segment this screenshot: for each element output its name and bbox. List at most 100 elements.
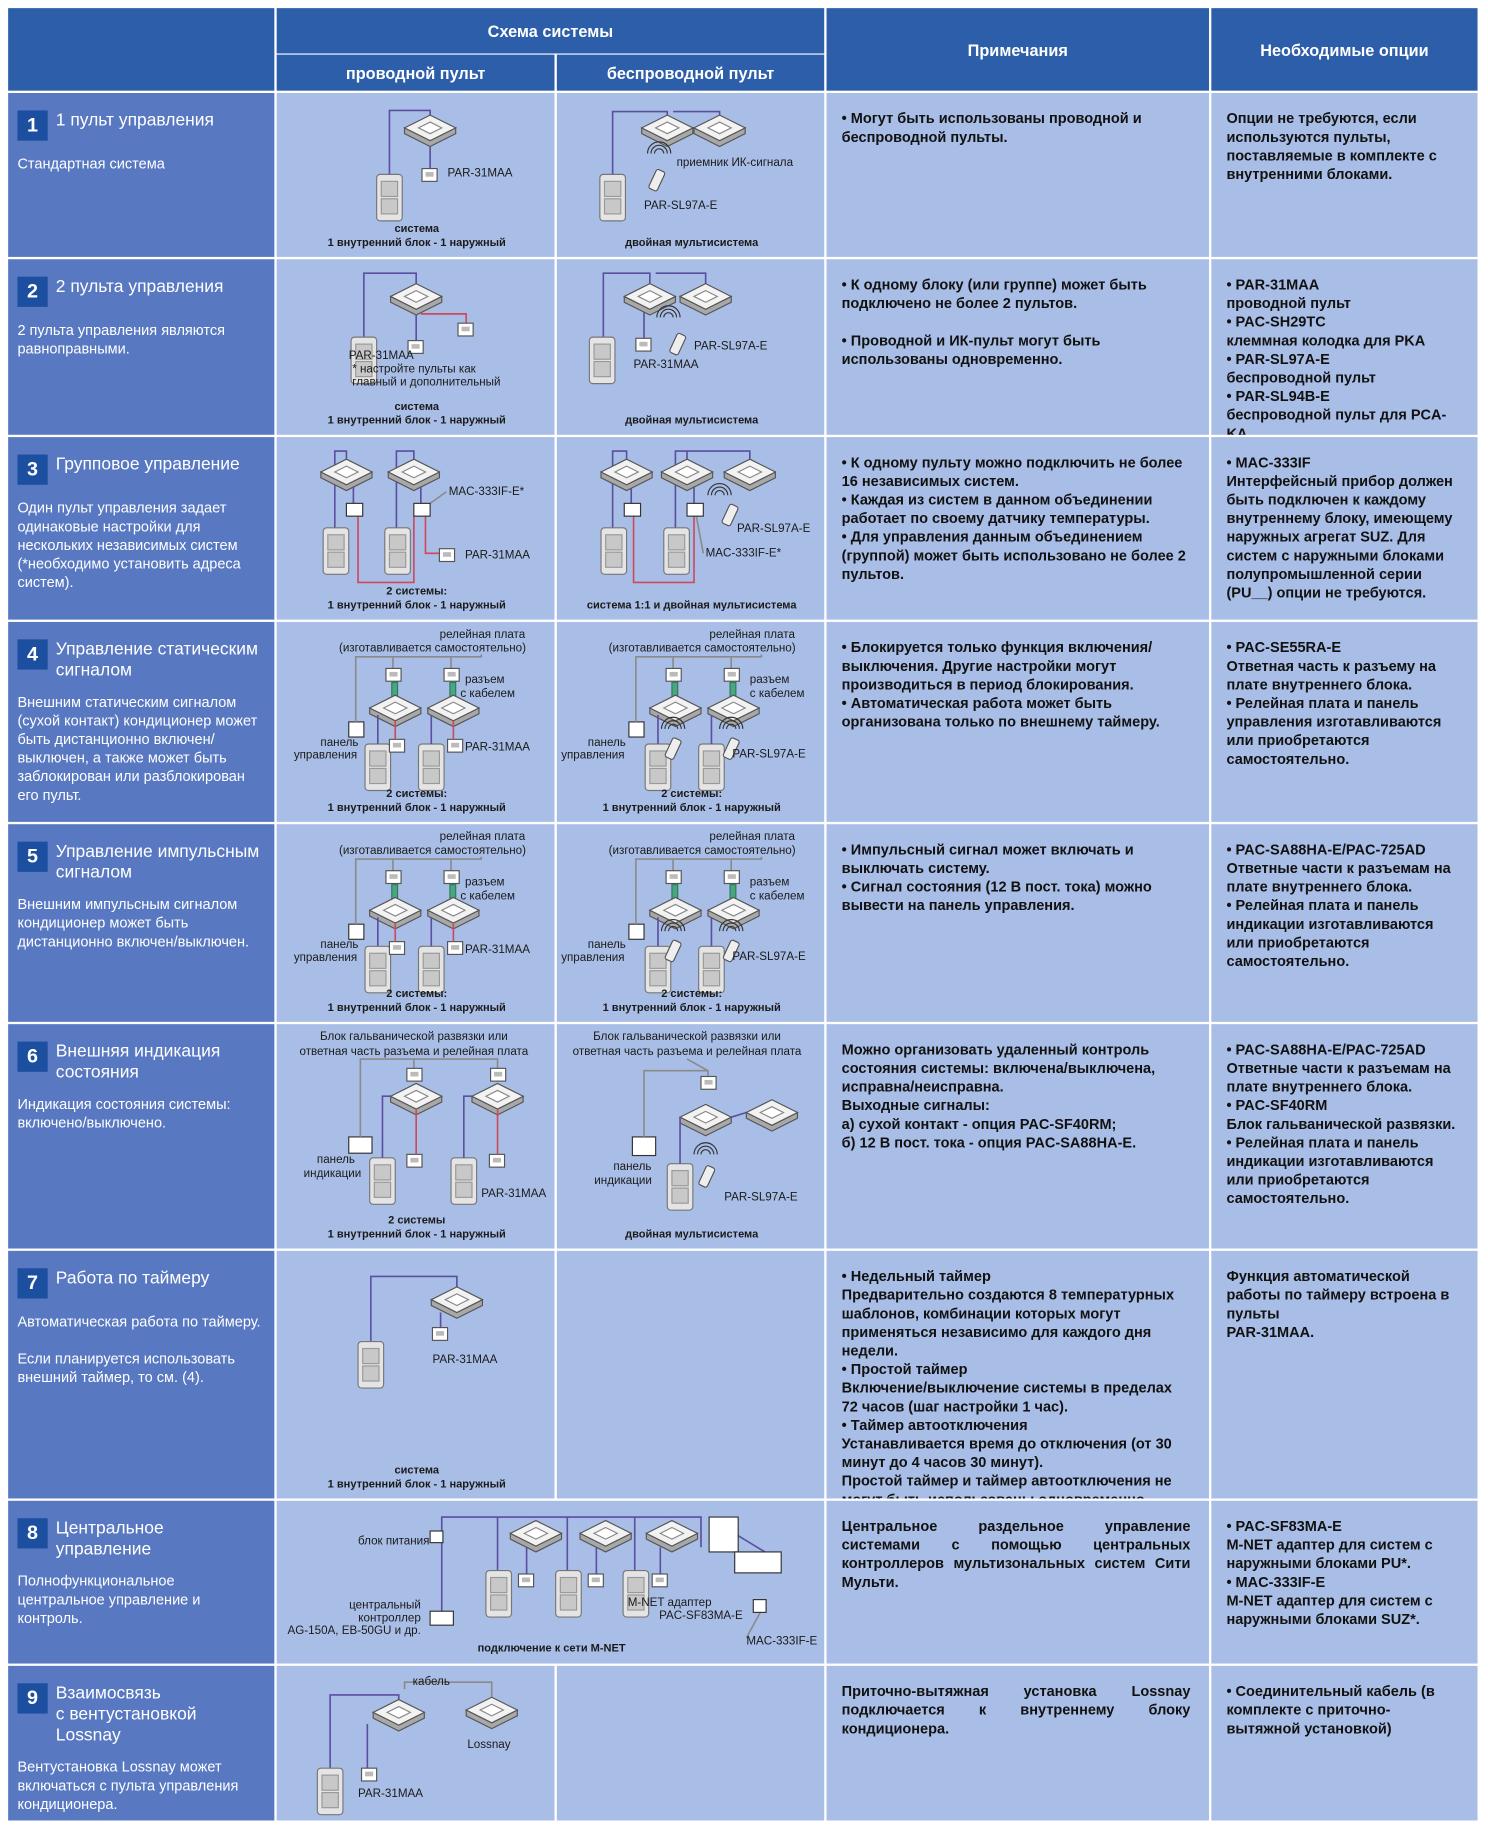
cassette-panel — [478, 1703, 505, 1717]
remote-screen — [392, 945, 402, 950]
outdoor-grille — [455, 1181, 473, 1198]
option: беспроводной пульт — [1226, 369, 1376, 386]
note: Можно организовать удаленный контроль со… — [841, 1041, 1156, 1096]
wire — [395, 450, 415, 528]
diagram-label: PAR-SL97A-E — [694, 339, 768, 352]
remote-screen — [442, 552, 452, 557]
wireless-remote — [722, 939, 740, 963]
row-title-line: состояния — [55, 1062, 139, 1083]
diagram: релейная плата(изготавливается самостоят… — [561, 830, 806, 1014]
ir-wave — [656, 305, 681, 318]
remote-screen — [521, 1577, 531, 1583]
diagram-caption: 2 системы — [388, 1215, 445, 1227]
diagram-caption: 1 внутренний блок - 1 наружный — [328, 1478, 506, 1490]
diagram-label: управления — [294, 749, 357, 762]
note: Предварительно создаются 8 температурных… — [841, 1286, 1175, 1359]
diagram-label: управления — [561, 749, 624, 762]
ir-wave — [725, 926, 737, 932]
row-title-line: 1 пульт управления — [55, 110, 214, 131]
outdoor-grille — [380, 198, 399, 215]
wireless-remote — [664, 737, 682, 760]
row-heading: 6 Внешняя индикация состояния Индикация сос… — [8, 1024, 275, 1249]
ir-wave — [722, 720, 740, 729]
diagram-caption: 2 системы: — [386, 586, 447, 598]
row-title: Управление импульсным сигналом — [56, 842, 263, 884]
option: • MAC-333IF-E — [1226, 1574, 1326, 1591]
diagram-label: (изготавливается самостоятельно) — [339, 642, 526, 655]
remote-screen — [704, 1079, 713, 1085]
cassette-panel — [613, 465, 640, 479]
outdoor-grille — [593, 360, 611, 378]
wire — [451, 654, 483, 658]
option: • Релейная плата и панель управления изг… — [1226, 695, 1442, 768]
wire — [388, 109, 431, 175]
diagram-caption: двойная мультисистема — [625, 237, 759, 249]
row-title-line: Центральное управление — [55, 1518, 164, 1559]
outdoor-grille — [362, 1347, 380, 1365]
wire — [686, 1058, 709, 1072]
diagram-caption: двойная мультисистема — [625, 1228, 759, 1240]
ir-wave — [664, 720, 682, 729]
remote-screen — [389, 874, 398, 879]
wire — [611, 110, 669, 175]
outdoor-grille — [649, 952, 667, 969]
outdoor-grille — [422, 970, 441, 987]
diagram-caption: 2 системы: — [661, 788, 722, 800]
option: Ответные части к разъемам на плате внутр… — [1226, 1060, 1451, 1096]
diagram-caption: система — [394, 223, 439, 235]
row-title: 2 пульта управления — [56, 277, 263, 310]
cassette-panel — [484, 1089, 511, 1103]
ir-wave — [660, 919, 686, 932]
diagram-caption: 1 внутренний блок - 1 наружный — [328, 600, 506, 612]
diagram: PAR-SL97A-E MAC-333IF-E* система 1:1 и дво… — [587, 450, 811, 612]
diagram-label: с кабелем — [460, 687, 515, 700]
diagram-label: * настройте пульты как — [352, 363, 476, 376]
wire — [420, 313, 467, 324]
box — [734, 1551, 782, 1574]
outdoor-grille — [455, 1164, 473, 1181]
wire — [632, 516, 695, 584]
wire — [333, 450, 348, 528]
wire — [381, 1095, 391, 1158]
options-cell: • PAR-31MAA проводной пульт • PAC-SH29TC кл… — [1211, 259, 1478, 435]
outdoor-grille — [559, 1576, 578, 1594]
diagram-caption: система 1:1 и двойная мультисистема — [587, 600, 797, 612]
diagram-cell: приемник ИК-сигнала PAR-SL97A-E двойная му… — [556, 93, 825, 257]
diagram-caption: 1 внутренний блок - 1 наружный — [328, 237, 506, 249]
outdoor-grille — [373, 1164, 392, 1181]
outdoor-grille — [489, 1594, 508, 1611]
row-number: 3 — [17, 454, 48, 485]
note: • Проводной и ИК-пульт могут быть исполь… — [841, 332, 1101, 368]
outdoor-grille — [369, 767, 387, 785]
box — [628, 721, 645, 738]
wire — [429, 491, 447, 505]
option: M-NET адаптер для систем с наружными бло… — [1226, 1536, 1433, 1572]
cassette-panel — [662, 701, 689, 715]
diagram-label: панель — [317, 1153, 355, 1166]
description-paragraph: Вентустановка Lossnay может включаться с… — [17, 1758, 239, 1813]
row-title-line: с вентустановкой Lossnay — [55, 1704, 197, 1745]
options-cell: • MAC-333IF Интерфейсный прибор должен бы… — [1211, 437, 1478, 620]
wire — [673, 858, 733, 871]
outdoor-grille — [702, 952, 721, 969]
row-number: 9 — [17, 1683, 48, 1714]
diagram-caption: 1 внутренний блок - 1 наружный — [328, 1228, 506, 1240]
wire — [354, 655, 394, 722]
outdoor-grille — [702, 767, 721, 785]
wireless-remote — [698, 1165, 716, 1188]
option: • PAC-SF83MA-E — [1226, 1518, 1342, 1535]
outdoor-grille — [603, 198, 622, 215]
header-blank — [8, 8, 275, 91]
diagram-label: релейная плата — [440, 628, 526, 641]
ir-wave — [719, 716, 744, 729]
diagram-caption: 2 системы: — [386, 988, 447, 1000]
remote-screen — [461, 326, 470, 332]
diagram-label: PAR-SL97A-E — [724, 1190, 798, 1203]
diagram-label: с кабелем — [460, 889, 515, 902]
header-wired: проводной пульт — [276, 54, 555, 91]
diagram-label: Блок гальванической развязки или — [320, 1030, 508, 1043]
diagram-label: релейная плата — [709, 830, 795, 843]
diagram: Блок гальванической развязки или ответная… — [573, 1030, 802, 1240]
wire — [731, 856, 763, 860]
